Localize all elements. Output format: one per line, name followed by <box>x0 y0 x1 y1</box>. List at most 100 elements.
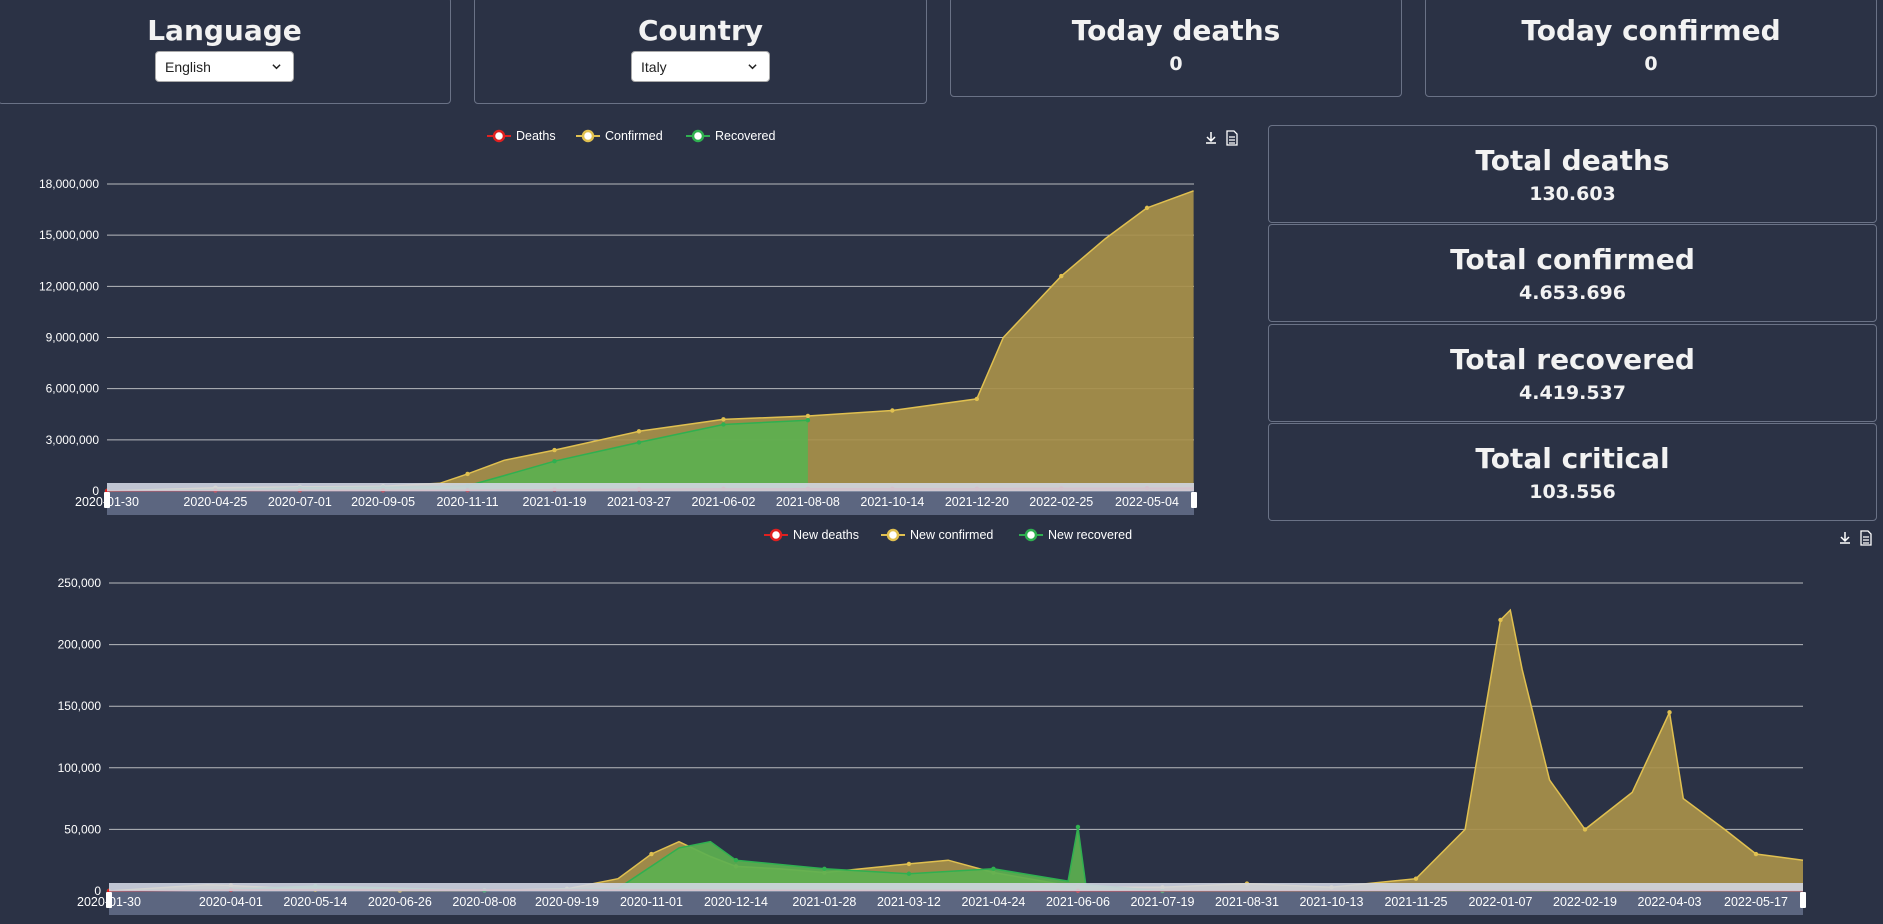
legend-label: New recovered <box>1048 528 1132 542</box>
x-tick-label: 2021-03-27 <box>607 495 671 509</box>
zoom-handle-left <box>104 492 110 508</box>
x-tick-label: 2020-01-30 <box>77 895 141 909</box>
x-tick-label: 2021-01-19 <box>523 495 587 509</box>
y-tick-label: 12,000,000 <box>39 279 99 293</box>
data-point <box>649 851 654 857</box>
data-point <box>1498 617 1503 623</box>
y-tick-label: 50,000 <box>64 822 101 836</box>
legend-label: New confirmed <box>910 528 993 542</box>
total-deaths-card: Total deaths 130.603 <box>1268 125 1877 223</box>
legend-marker <box>1024 528 1038 542</box>
data-point <box>805 413 811 419</box>
x-tick-label: 2022-01-07 <box>1469 895 1533 909</box>
x-tick-label: 2020-05-14 <box>283 895 347 909</box>
x-tick-label: 2020-09-05 <box>351 495 415 509</box>
x-tick-label: 2020-08-08 <box>452 895 516 909</box>
x-tick-label: 2020-01-30 <box>75 495 139 509</box>
data-point <box>465 471 470 477</box>
y-tick-label: 200,000 <box>58 638 102 652</box>
x-tick-label: 2021-06-06 <box>1046 895 1110 909</box>
x-tick-label: 2020-07-01 <box>268 495 332 509</box>
today-deaths-value: 0 <box>1169 53 1183 75</box>
y-tick-label: 9,000,000 <box>46 331 100 345</box>
x-tick-label: 2022-05-17 <box>1724 895 1788 909</box>
x-tick-label: 2022-02-19 <box>1553 895 1617 909</box>
language-title: Language <box>147 14 302 47</box>
zoom-handle-left <box>106 892 112 908</box>
y-tick-label: 15,000,000 <box>39 228 99 242</box>
y-tick-label: 150,000 <box>58 699 102 713</box>
data-point <box>1667 710 1672 715</box>
y-tick-label: 6,000,000 <box>46 382 100 396</box>
y-tick-label: 0 <box>92 484 99 498</box>
legend-marker <box>769 528 783 542</box>
data-point <box>1075 824 1081 830</box>
series-area-recovered <box>107 420 808 491</box>
data-point <box>974 396 980 402</box>
series-area-new-confirmed <box>109 610 1803 891</box>
y-tick-label: 250,000 <box>58 576 102 590</box>
data-point <box>1753 851 1759 857</box>
today-confirmed-value: 0 <box>1644 53 1658 75</box>
series-area-new-recovered <box>109 826 1803 891</box>
x-tick-label: 2021-11-25 <box>1384 895 1447 909</box>
today-deaths-title: Today deaths <box>1071 14 1281 47</box>
country-card: Country Italy <box>474 0 927 104</box>
x-tick-label: 2022-04-03 <box>1638 895 1702 909</box>
total-deaths-value: 130.603 <box>1529 183 1616 205</box>
x-tick-label: 2021-03-12 <box>877 895 941 909</box>
data-view-icon[interactable] <box>1225 130 1239 146</box>
chevron-down-icon <box>748 64 757 70</box>
total-recovered-value: 4.419.537 <box>1519 382 1626 404</box>
y-tick-label: 0 <box>94 884 101 898</box>
data-point <box>721 417 726 422</box>
data-point <box>733 858 739 863</box>
data-point <box>552 447 557 453</box>
language-select[interactable]: English <box>155 51 294 82</box>
legend-label: New deaths <box>793 528 859 542</box>
x-tick-label: 2020-12-14 <box>704 895 768 909</box>
x-tick-label: 2021-10-13 <box>1299 895 1363 909</box>
x-tick-label: 2020-11-11 <box>436 495 498 509</box>
x-tick-label: 2020-04-01 <box>199 895 263 909</box>
total-confirmed-card: Total confirmed 4.653.696 <box>1268 224 1877 322</box>
data-point <box>805 418 811 423</box>
today-confirmed-card: Today confirmed 0 <box>1425 0 1877 97</box>
total-recovered-title: Total recovered <box>1450 343 1695 376</box>
download-icon[interactable] <box>1204 130 1218 146</box>
x-tick-label: 2021-04-24 <box>961 895 1025 909</box>
zoom-handle-right <box>1800 892 1806 908</box>
x-tick-label: 2021-07-19 <box>1130 895 1194 909</box>
download-icon[interactable] <box>1838 530 1852 546</box>
legend-marker <box>691 129 705 143</box>
data-point <box>822 866 827 872</box>
chevron-down-icon <box>272 64 281 70</box>
legend-label: Recovered <box>715 129 775 143</box>
language-card: Language English <box>0 0 451 104</box>
data-point <box>636 440 642 445</box>
y-tick-label: 100,000 <box>58 761 102 775</box>
legend-marker <box>886 528 900 542</box>
data-point <box>1144 205 1150 211</box>
cumulative-chart: 0 3,000,000 6,000,000 9,000,000 12,000,000 15… <box>39 129 1197 515</box>
x-tick-label: 2021-08-31 <box>1215 895 1279 909</box>
zoom-slider-track <box>109 883 1803 891</box>
total-confirmed-title: Total confirmed <box>1450 243 1695 276</box>
x-tick-label: 2020-06-26 <box>368 895 432 909</box>
language-select-value: English <box>165 59 211 75</box>
x-tick-label: 2020-11-01 <box>620 895 683 909</box>
x-tick-label: 2021-10-14 <box>860 495 924 509</box>
data-point <box>721 422 726 427</box>
legend-label: Confirmed <box>605 129 663 143</box>
total-critical-value: 103.556 <box>1529 481 1616 503</box>
data-view-icon[interactable] <box>1859 530 1873 546</box>
country-select[interactable]: Italy <box>631 51 770 82</box>
total-critical-card: Total critical 103.556 <box>1268 423 1877 521</box>
x-tick-label: 2022-05-04 <box>1115 495 1179 509</box>
y-tick-label: 3,000,000 <box>46 433 100 447</box>
data-point <box>906 861 912 867</box>
legend-marker <box>492 129 506 143</box>
today-deaths-card: Today deaths 0 <box>950 0 1402 97</box>
legend-label: Deaths <box>516 129 556 143</box>
data-point <box>1582 827 1588 832</box>
